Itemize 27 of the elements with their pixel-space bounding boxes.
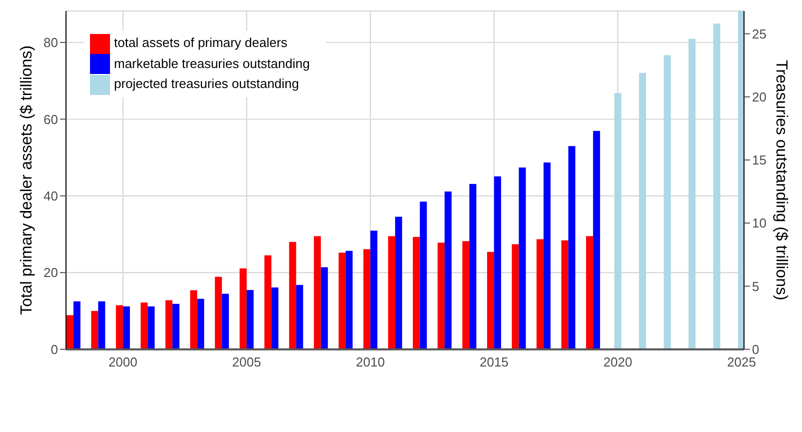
y2-tick-label: 15 bbox=[752, 152, 766, 168]
bar bbox=[614, 93, 622, 350]
legend-label: marketable treasuries outstanding bbox=[114, 56, 310, 71]
x-tick-label: 2015 bbox=[480, 354, 509, 370]
y-tick-label: 80 bbox=[44, 35, 58, 50]
y2-tick-label: 10 bbox=[752, 216, 766, 231]
y-tick-label: 40 bbox=[44, 188, 58, 204]
x-tick-label: 2025 bbox=[727, 354, 756, 370]
legend-label: total assets of primary dealers bbox=[114, 35, 288, 50]
bar bbox=[713, 24, 720, 350]
x-tick-label: 2020 bbox=[603, 354, 632, 370]
y2-tick-label: 25 bbox=[752, 26, 766, 42]
y-tick-label: 60 bbox=[44, 112, 58, 127]
y2-tick-label: 5 bbox=[752, 278, 760, 294]
bar bbox=[639, 72, 646, 350]
x-tick-label: 2005 bbox=[232, 354, 262, 370]
y-tick-label: 0 bbox=[50, 342, 58, 357]
y-axis-title: Total primary dealer assets ($ trillions) bbox=[18, 45, 36, 315]
y-tick-label: 20 bbox=[44, 265, 58, 280]
y2-tick-label: 0 bbox=[752, 342, 760, 357]
bar bbox=[688, 38, 696, 350]
bar bbox=[664, 55, 671, 350]
y2-axis-title: Treasuries outstanding ($ trillions) bbox=[772, 60, 790, 300]
y2-tick-label: 20 bbox=[752, 89, 766, 104]
x-tick-label: 2010 bbox=[356, 354, 385, 370]
legend-label: projected treasuries outstanding bbox=[114, 76, 300, 92]
x-tick-label: 2000 bbox=[108, 354, 138, 370]
